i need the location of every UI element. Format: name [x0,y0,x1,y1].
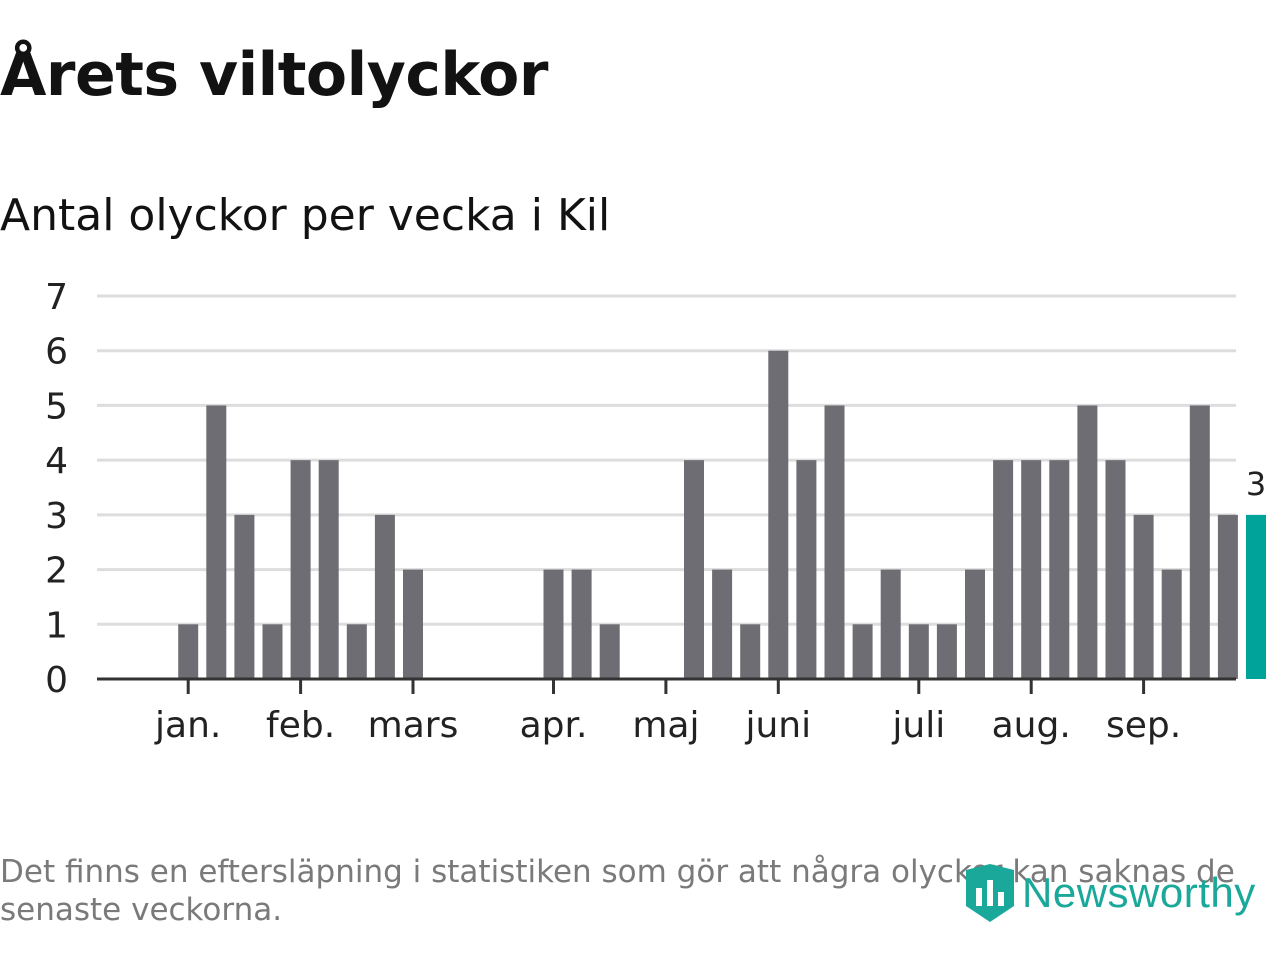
y-tick-label: 6 [45,332,68,373]
y-tick-label: 2 [45,551,68,592]
x-tick-label: juli [891,705,945,746]
x-axis: jan. feb. mars apr. maj juni juli aug. sep. [97,677,1236,746]
bar [993,460,1014,679]
bar [965,569,985,679]
bar-highlight [1246,514,1266,679]
logo-text: Newsworthy [1022,869,1256,916]
y-tick-label: 3 [45,496,68,537]
bar-chart: 0 1 2 3 4 5 6 7 jan. feb. mars apr. maj juni juli aug.… [45,277,1266,746]
x-tick-label: maj [632,705,699,746]
bar [824,405,845,679]
data-label: 3 [1246,465,1266,503]
bar [318,460,339,679]
bar [796,460,817,679]
newsworthy-logo: Newsworthy [964,860,1256,926]
x-tick-label: feb. [266,705,335,746]
bar [1133,514,1154,679]
bar [1217,514,1238,679]
footnote: Det finns en eftersläpning i statistiken… [0,854,1235,928]
x-tick-label: sep. [1106,705,1181,746]
bar [1077,405,1098,679]
bar [346,624,367,679]
grid-lines [97,294,1236,626]
y-tick-label: 1 [45,605,68,646]
x-tick-label: juni [744,705,811,746]
bar [880,569,901,679]
bar [571,569,592,679]
x-tick-label: jan. [154,705,221,746]
bar [374,514,395,679]
bar [740,624,761,679]
bar [262,624,283,679]
bar [1189,405,1210,679]
bar [712,569,733,679]
bars [178,350,1266,679]
x-tick-label: mars [368,705,459,746]
bar [852,624,873,679]
bar [1105,460,1126,679]
bar [178,624,199,679]
bar [768,350,789,679]
x-tick-label: aug. [992,705,1071,746]
bar [403,569,423,679]
y-tick-label: 7 [45,277,68,318]
y-tick-label: 0 [45,660,68,701]
bar [908,624,929,679]
bar [1049,460,1070,679]
y-tick-label: 4 [45,441,68,482]
data-labels: 3 [1246,465,1266,503]
chart-title: Årets viltolyckor [0,40,549,110]
bar [1021,460,1042,679]
y-axis-ticks: 0 1 2 3 4 5 6 7 [45,277,68,701]
bar [684,460,704,679]
bar [543,569,564,679]
chart-subtitle: Antal olyckor per vecka i Kil [0,190,611,241]
bar [599,624,620,679]
bar [234,514,255,679]
newsworthy-logo-icon [966,864,1014,922]
bar [206,405,227,679]
bar [936,624,957,679]
bar [1161,569,1182,679]
bar [290,460,311,679]
y-tick-label: 5 [45,386,68,427]
x-tick-label: apr. [520,705,588,746]
